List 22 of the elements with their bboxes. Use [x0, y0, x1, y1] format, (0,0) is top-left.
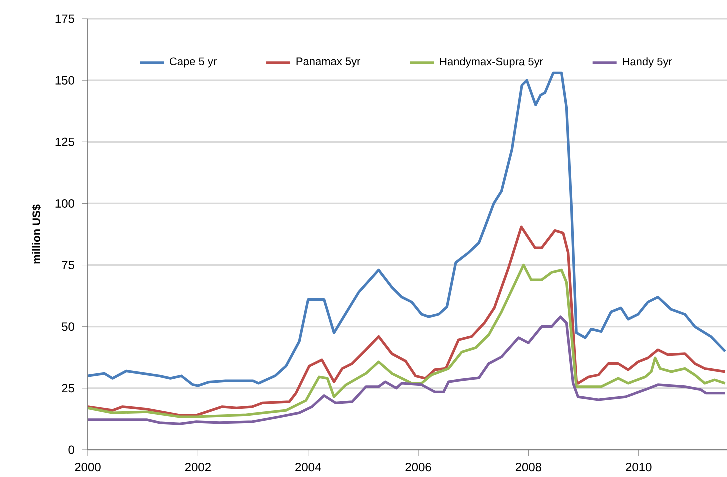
y-tick-label: 175 [56, 14, 74, 24]
legend-label: Handy 5yr [623, 58, 672, 68]
y-tick-label: 125 [56, 138, 74, 146]
x-tick-label: 2008 [516, 463, 542, 472]
line-series [88, 316, 727, 426]
line-series [88, 226, 727, 417]
line-series [88, 72, 727, 388]
x-tick-label: 2000 [75, 463, 101, 472]
y-tick-label: 100 [56, 199, 74, 208]
x-tick-label: 2006 [406, 463, 432, 472]
x-tick-label: 2002 [185, 463, 211, 472]
legend-label: Panamax 5yr [296, 58, 361, 68]
y-tick-label: 25 [62, 384, 74, 393]
y-tick-label: 50 [62, 322, 74, 332]
y-tick-label: 0 [68, 446, 74, 454]
x-tick-label: 2010 [626, 463, 652, 472]
y-tick-label: 75 [62, 261, 74, 270]
legend-label: Handymax-Supra 5yr [440, 58, 544, 68]
x-tick-label: 2004 [296, 463, 322, 472]
y-tick-label: 150 [56, 76, 74, 85]
y-axis-title: million US$ [32, 204, 42, 264]
legend-label: Cape 5 yr [170, 58, 217, 68]
